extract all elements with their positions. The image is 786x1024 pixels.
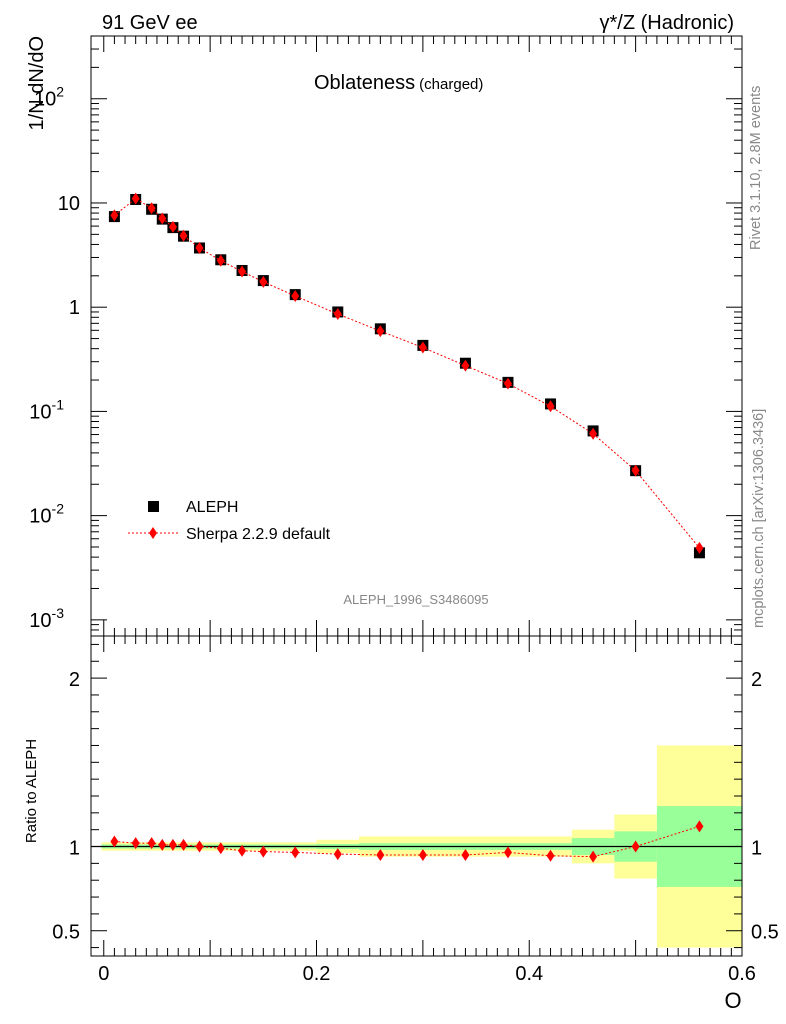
main-series [108,192,705,559]
sherpa-point [259,275,268,288]
sherpa-ratio-point [631,840,640,853]
main-title: Oblateness (charged) [314,72,483,94]
sherpa-point [179,229,188,242]
main-y-axis-label: 1/N dN/dO [26,36,48,130]
sherpa-ratio-point [376,848,385,861]
sherpa-point [238,265,247,278]
sherpa-ratio-point [589,850,598,863]
sherpa-point [631,464,640,477]
ratio-y-tick-label-right: 1 [751,838,762,860]
sherpa-point [503,377,512,390]
ratio-panel-frame [90,635,743,957]
sherpa-point [158,212,167,225]
x-tick-label: 0.4 [515,963,543,985]
ratio-axes: 0.5 0.5 1 1 2 2 0 0.2 0.4 0.6 [52,636,779,985]
sherpa-ratio-point [695,820,704,833]
sherpa-ratio-point [179,838,188,851]
sherpa-point [333,308,342,321]
sherpa-ratio-point [168,838,177,851]
ratio-y-tick-label-right: 0.5 [751,922,779,944]
ratio-y-tick-label-right: 2 [751,669,762,691]
sherpa-point [695,541,704,554]
ratio-y-tick-label: 0.5 [52,922,80,944]
sherpa-point [216,254,225,267]
sherpa-ratio-point [418,848,427,861]
sherpa-ratio-point [291,846,300,859]
sherpa-ratio-point [131,837,140,850]
sherpa-ratio-point [546,849,555,862]
ratio-uncertainty-bands [91,745,742,948]
sherpa-point [168,220,177,233]
sherpa-ratio-point [238,844,247,857]
x-tick-label: 0 [98,963,109,985]
sherpa-ratio-point [461,848,470,861]
process-label: γ*/Z (Hadronic) [600,12,734,34]
sherpa-ratio-point [333,848,342,861]
sherpa-point [291,290,300,303]
sherpa-point [147,202,156,215]
sherpa-point [461,359,470,372]
main-y-axis: 10-3 10-2 10-1 1 10 102 [29,35,743,637]
legend-sherpa-marker [149,527,157,539]
legend-aleph-marker [148,501,159,512]
sherpa-point [110,209,119,222]
sherpa-point [546,400,555,413]
ratio-series [110,820,704,863]
ratio-y-axis-label: Ratio to ALEPH [23,739,40,843]
rivet-label: Rivet 3.1.10, 2.8M events [748,86,764,250]
sherpa-point [418,341,427,354]
sherpa-ratio-point [158,838,167,851]
ratio-y-tick-label: 2 [69,669,80,691]
sherpa-ratio-point [195,840,204,853]
sherpa-ratio-point [110,835,119,848]
x-axis-label: O [724,988,741,1013]
legend-sherpa-label: Sherpa 2.2.9 default [186,526,331,543]
y-tick-label: 10 [58,193,80,215]
sherpa-point [195,241,204,254]
sherpa-point [376,325,385,338]
sherpa-point [131,192,140,205]
y-tick-label: 10-1 [29,396,64,423]
sherpa-point [589,427,598,440]
x-tick-label: 0.6 [728,963,756,985]
ratio-y-tick-label: 1 [69,838,80,860]
sherpa-ratio-point [503,846,512,859]
legend: ALEPH Sherpa 2.2.9 default [128,499,331,543]
sherpa-ratio-point [216,842,225,855]
legend-aleph-label: ALEPH [186,499,238,516]
mcplots-label: mcplots.cern.ch [arXiv:1306.3436] [751,409,767,628]
main-panel-frame [90,35,743,637]
sherpa-line [114,198,700,549]
y-tick-label: 10-2 [29,501,64,528]
x-tick-label: 0.2 [303,963,331,985]
analysis-watermark: ALEPH_1996_S3486095 [343,592,488,607]
y-tick-label: 10-3 [29,605,64,632]
y-tick-label: 1 [69,297,80,319]
energy-label: 91 GeV ee [102,12,198,34]
sherpa-ratio-point [259,845,268,858]
sherpa-ratio-point [147,837,156,850]
y-tick-label: 102 [34,84,64,111]
